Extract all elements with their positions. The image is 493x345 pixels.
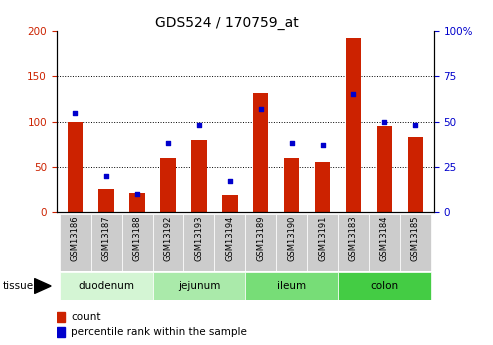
Text: colon: colon bbox=[370, 281, 398, 291]
Point bbox=[257, 106, 265, 112]
Bar bbox=[152, 214, 183, 271]
Bar bbox=[99, 189, 114, 212]
Bar bbox=[377, 126, 392, 212]
Text: percentile rank within the sample: percentile rank within the sample bbox=[71, 327, 247, 337]
Text: GSM13194: GSM13194 bbox=[225, 216, 234, 261]
Text: GSM13193: GSM13193 bbox=[194, 216, 204, 261]
Polygon shape bbox=[35, 278, 51, 294]
Bar bbox=[57, 312, 65, 322]
Bar bbox=[315, 162, 330, 212]
Bar bbox=[183, 214, 214, 271]
Bar bbox=[60, 214, 91, 271]
Point bbox=[318, 142, 326, 148]
Bar bbox=[346, 38, 361, 212]
Bar bbox=[284, 158, 299, 212]
Bar bbox=[253, 92, 269, 212]
Point bbox=[133, 191, 141, 197]
Point bbox=[164, 141, 172, 146]
Point bbox=[195, 122, 203, 128]
Text: GSM13188: GSM13188 bbox=[133, 216, 141, 261]
Bar bbox=[91, 214, 122, 271]
Text: GSM13185: GSM13185 bbox=[411, 216, 420, 261]
Text: GSM13187: GSM13187 bbox=[102, 216, 110, 261]
Text: duodenum: duodenum bbox=[78, 281, 134, 291]
Bar bbox=[191, 140, 207, 212]
Bar bbox=[245, 272, 338, 300]
Point bbox=[226, 179, 234, 184]
Bar bbox=[68, 122, 83, 212]
Point bbox=[102, 173, 110, 179]
Text: GSM13190: GSM13190 bbox=[287, 216, 296, 261]
Bar bbox=[338, 214, 369, 271]
Text: GSM13186: GSM13186 bbox=[70, 216, 80, 261]
Bar bbox=[57, 327, 65, 337]
Bar bbox=[129, 193, 145, 212]
Bar bbox=[338, 272, 431, 300]
Bar bbox=[222, 195, 238, 212]
Bar bbox=[122, 214, 152, 271]
Text: tissue: tissue bbox=[2, 281, 34, 291]
Text: ileum: ileum bbox=[277, 281, 306, 291]
Text: GDS524 / 170759_at: GDS524 / 170759_at bbox=[155, 16, 299, 30]
Text: GSM13191: GSM13191 bbox=[318, 216, 327, 261]
Bar bbox=[214, 214, 245, 271]
Bar bbox=[307, 214, 338, 271]
Point bbox=[71, 110, 79, 115]
Point bbox=[381, 119, 388, 125]
Bar bbox=[60, 272, 152, 300]
Text: GSM13192: GSM13192 bbox=[164, 216, 173, 261]
Point bbox=[288, 141, 296, 146]
Point bbox=[350, 92, 357, 97]
Bar bbox=[152, 272, 246, 300]
Bar bbox=[276, 214, 307, 271]
Text: GSM13184: GSM13184 bbox=[380, 216, 389, 261]
Text: GSM13183: GSM13183 bbox=[349, 216, 358, 261]
Text: count: count bbox=[71, 312, 101, 322]
Bar bbox=[400, 214, 431, 271]
Text: jejunum: jejunum bbox=[177, 281, 220, 291]
Bar bbox=[245, 214, 276, 271]
Bar bbox=[160, 158, 176, 212]
Bar bbox=[408, 137, 423, 212]
Text: GSM13189: GSM13189 bbox=[256, 216, 265, 261]
Point bbox=[411, 122, 419, 128]
Bar bbox=[369, 214, 400, 271]
